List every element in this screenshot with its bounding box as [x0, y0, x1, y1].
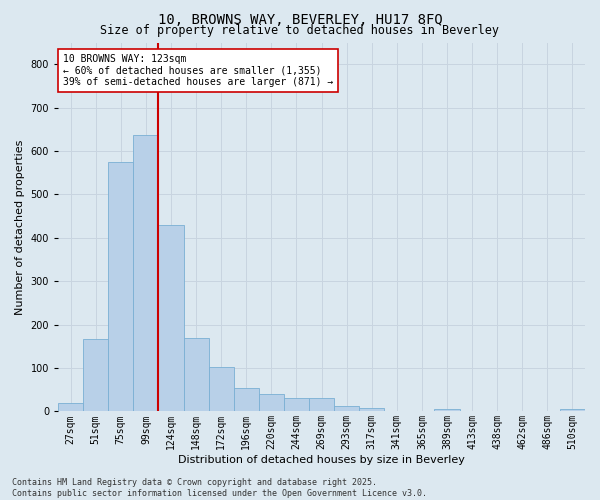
Bar — [434, 409, 460, 412]
Bar — [83, 338, 108, 411]
Bar — [133, 134, 158, 411]
Bar — [58, 402, 83, 411]
Bar — [234, 388, 259, 411]
Text: Contains HM Land Registry data © Crown copyright and database right 2025.
Contai: Contains HM Land Registry data © Crown c… — [12, 478, 427, 498]
Bar — [334, 406, 359, 411]
Bar — [309, 398, 334, 411]
Text: Size of property relative to detached houses in Beverley: Size of property relative to detached ho… — [101, 24, 499, 37]
Text: 10 BROWNS WAY: 123sqm
← 60% of detached houses are smaller (1,355)
39% of semi-d: 10 BROWNS WAY: 123sqm ← 60% of detached … — [64, 54, 334, 87]
Bar — [184, 338, 209, 411]
Bar — [284, 398, 309, 411]
Y-axis label: Number of detached properties: Number of detached properties — [15, 140, 25, 314]
X-axis label: Distribution of detached houses by size in Beverley: Distribution of detached houses by size … — [178, 455, 465, 465]
Bar — [158, 225, 184, 412]
Text: 10, BROWNS WAY, BEVERLEY, HU17 8FQ: 10, BROWNS WAY, BEVERLEY, HU17 8FQ — [158, 12, 442, 26]
Bar — [259, 394, 284, 411]
Bar — [108, 162, 133, 412]
Bar — [209, 366, 234, 412]
Bar — [359, 408, 384, 412]
Bar — [560, 409, 585, 412]
